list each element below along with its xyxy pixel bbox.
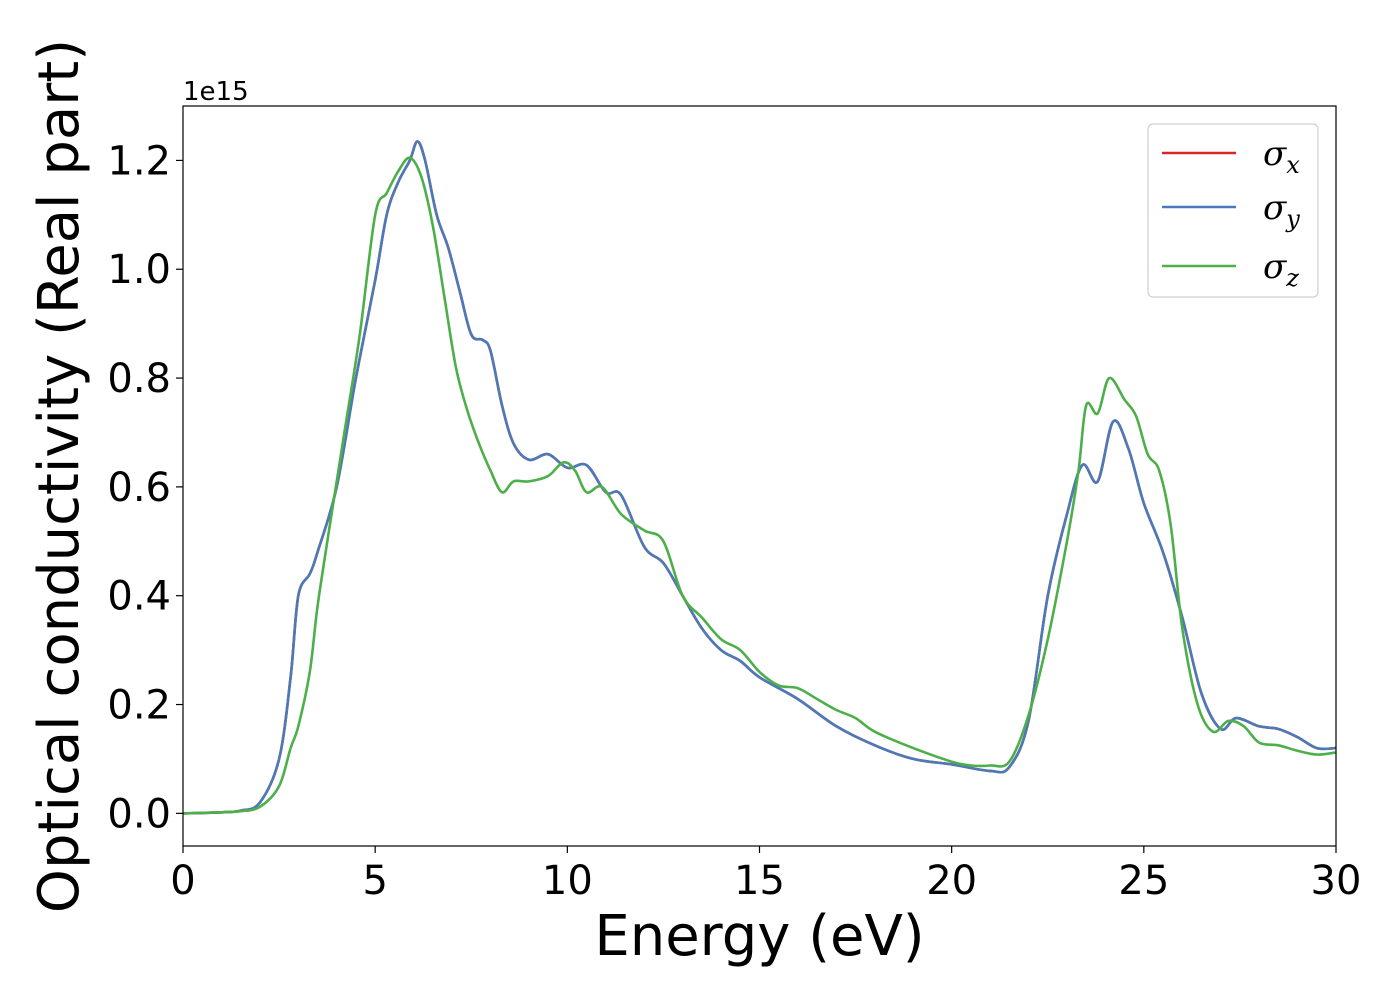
y-tick-label: 0.6 bbox=[107, 465, 171, 511]
x-tick-label: 30 bbox=[1311, 858, 1362, 904]
y-offset-label: 1e15 bbox=[183, 77, 249, 107]
x-axis-ticks: 0 5 10 15 20 25 30 bbox=[170, 846, 1361, 904]
y-tick-label: 0.0 bbox=[107, 791, 171, 837]
y-tick-label: 0.8 bbox=[107, 356, 171, 402]
x-axis-label: Energy (eV) bbox=[594, 904, 924, 969]
y-tick-label: 0.4 bbox=[107, 574, 171, 620]
plot-area bbox=[183, 106, 1336, 846]
series-line-sigma-y bbox=[183, 140, 1336, 815]
y-axis-label: Optical conductivity (Real part) bbox=[27, 39, 92, 913]
series-layer bbox=[183, 140, 1336, 815]
x-tick-label: 0 bbox=[170, 858, 195, 904]
y-axis-ticks: 0.0 0.2 0.4 0.6 0.8 1.0 1.2 bbox=[107, 138, 183, 837]
y-tick-label: 1.0 bbox=[107, 247, 171, 293]
x-tick-label: 5 bbox=[362, 858, 387, 904]
y-tick-label: 0.2 bbox=[107, 683, 171, 729]
x-tick-label: 25 bbox=[1118, 858, 1169, 904]
y-tick-label: 1.2 bbox=[107, 138, 171, 184]
x-tick-label: 10 bbox=[542, 858, 593, 904]
series-line-sigma-z bbox=[183, 156, 1336, 815]
x-tick-label: 20 bbox=[926, 858, 977, 904]
x-tick-label: 15 bbox=[734, 858, 785, 904]
legend-frame bbox=[1147, 123, 1319, 298]
